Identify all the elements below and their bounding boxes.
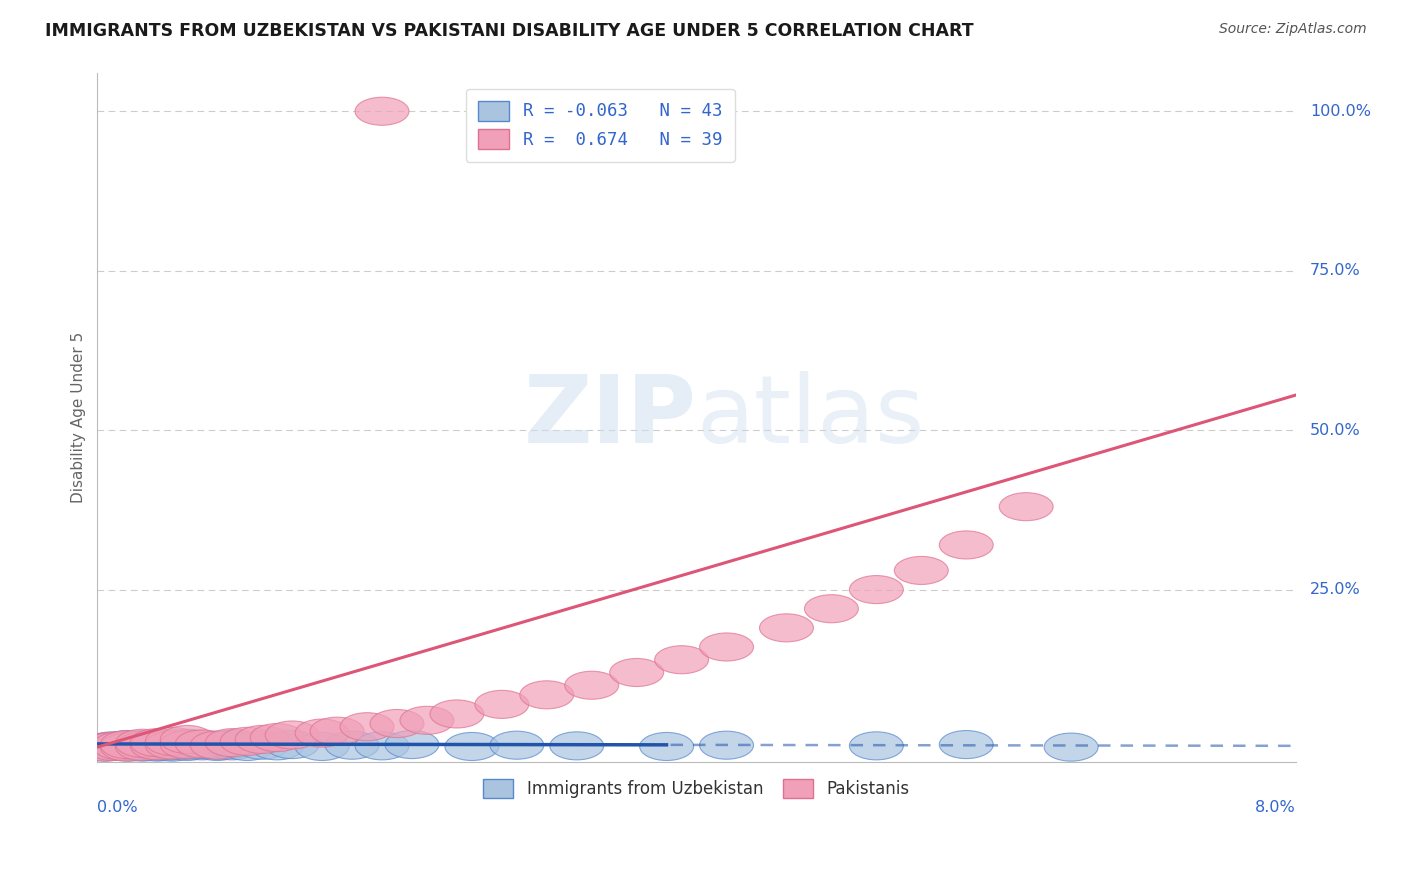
Ellipse shape [266, 721, 319, 749]
Ellipse shape [849, 575, 903, 604]
Ellipse shape [131, 733, 184, 761]
Ellipse shape [221, 732, 274, 761]
Ellipse shape [100, 731, 155, 758]
Ellipse shape [138, 732, 191, 761]
Ellipse shape [939, 731, 993, 758]
Ellipse shape [115, 731, 169, 760]
Ellipse shape [160, 730, 214, 757]
Ellipse shape [430, 700, 484, 728]
Ellipse shape [145, 731, 200, 759]
Ellipse shape [700, 731, 754, 759]
Ellipse shape [100, 731, 155, 758]
Ellipse shape [356, 731, 409, 760]
Ellipse shape [250, 731, 304, 760]
Text: Source: ZipAtlas.com: Source: ZipAtlas.com [1219, 22, 1367, 37]
Ellipse shape [131, 731, 184, 760]
Ellipse shape [131, 729, 184, 756]
Ellipse shape [176, 731, 229, 758]
Ellipse shape [235, 731, 290, 759]
Ellipse shape [190, 732, 245, 761]
Text: 0.0%: 0.0% [97, 799, 138, 814]
Ellipse shape [145, 731, 200, 760]
Ellipse shape [266, 731, 319, 758]
Ellipse shape [160, 732, 214, 761]
Ellipse shape [565, 671, 619, 699]
Ellipse shape [311, 717, 364, 745]
Ellipse shape [122, 732, 177, 761]
Text: ZIP: ZIP [523, 371, 696, 463]
Ellipse shape [190, 731, 245, 759]
Ellipse shape [700, 633, 754, 661]
Text: IMMIGRANTS FROM UZBEKISTAN VS PAKISTANI DISABILITY AGE UNDER 5 CORRELATION CHART: IMMIGRANTS FROM UZBEKISTAN VS PAKISTANI … [45, 22, 973, 40]
Ellipse shape [77, 733, 132, 761]
Ellipse shape [86, 732, 139, 761]
Ellipse shape [115, 730, 169, 757]
Ellipse shape [520, 681, 574, 709]
Ellipse shape [176, 730, 229, 758]
Ellipse shape [550, 731, 603, 760]
Ellipse shape [759, 614, 814, 642]
Ellipse shape [205, 730, 259, 758]
Ellipse shape [939, 531, 993, 559]
Ellipse shape [176, 731, 229, 760]
Ellipse shape [93, 732, 146, 761]
Ellipse shape [86, 731, 139, 760]
Ellipse shape [131, 731, 184, 758]
Ellipse shape [295, 732, 349, 761]
Ellipse shape [108, 732, 162, 761]
Ellipse shape [93, 731, 146, 760]
Ellipse shape [1045, 733, 1098, 761]
Ellipse shape [804, 595, 859, 623]
Ellipse shape [145, 727, 200, 756]
Ellipse shape [115, 732, 169, 761]
Ellipse shape [77, 733, 132, 761]
Ellipse shape [190, 731, 245, 759]
Text: 75.0%: 75.0% [1310, 263, 1361, 278]
Ellipse shape [115, 733, 169, 761]
Ellipse shape [145, 730, 200, 758]
Ellipse shape [894, 557, 948, 584]
Ellipse shape [1000, 492, 1053, 521]
Ellipse shape [610, 658, 664, 687]
Ellipse shape [145, 733, 200, 761]
Ellipse shape [340, 713, 394, 740]
Text: 50.0%: 50.0% [1310, 423, 1361, 438]
Text: 100.0%: 100.0% [1310, 103, 1371, 119]
Ellipse shape [160, 725, 214, 754]
Text: atlas: atlas [696, 371, 925, 463]
Ellipse shape [97, 731, 152, 759]
Ellipse shape [849, 731, 903, 760]
Y-axis label: Disability Age Under 5: Disability Age Under 5 [72, 332, 86, 503]
Ellipse shape [100, 733, 155, 761]
Ellipse shape [385, 731, 439, 758]
Legend: Immigrants from Uzbekistan, Pakistanis: Immigrants from Uzbekistan, Pakistanis [477, 772, 917, 805]
Ellipse shape [325, 731, 380, 759]
Text: 25.0%: 25.0% [1310, 582, 1361, 597]
Ellipse shape [475, 690, 529, 718]
Ellipse shape [205, 731, 259, 760]
Ellipse shape [356, 97, 409, 125]
Ellipse shape [655, 646, 709, 673]
Ellipse shape [489, 731, 544, 759]
Ellipse shape [640, 732, 693, 761]
Ellipse shape [115, 731, 169, 758]
Ellipse shape [295, 719, 349, 747]
Ellipse shape [160, 731, 214, 759]
Ellipse shape [100, 733, 155, 761]
Ellipse shape [221, 727, 274, 756]
Text: 8.0%: 8.0% [1256, 799, 1296, 814]
Ellipse shape [160, 731, 214, 758]
Ellipse shape [370, 709, 425, 738]
Ellipse shape [250, 723, 304, 752]
Ellipse shape [205, 729, 259, 756]
Ellipse shape [444, 732, 499, 761]
Ellipse shape [131, 731, 184, 760]
Ellipse shape [399, 706, 454, 734]
Ellipse shape [235, 725, 290, 754]
